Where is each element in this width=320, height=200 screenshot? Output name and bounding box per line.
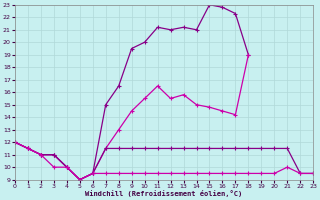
X-axis label: Windchill (Refroidissement éolien,°C): Windchill (Refroidissement éolien,°C) [85,190,243,197]
